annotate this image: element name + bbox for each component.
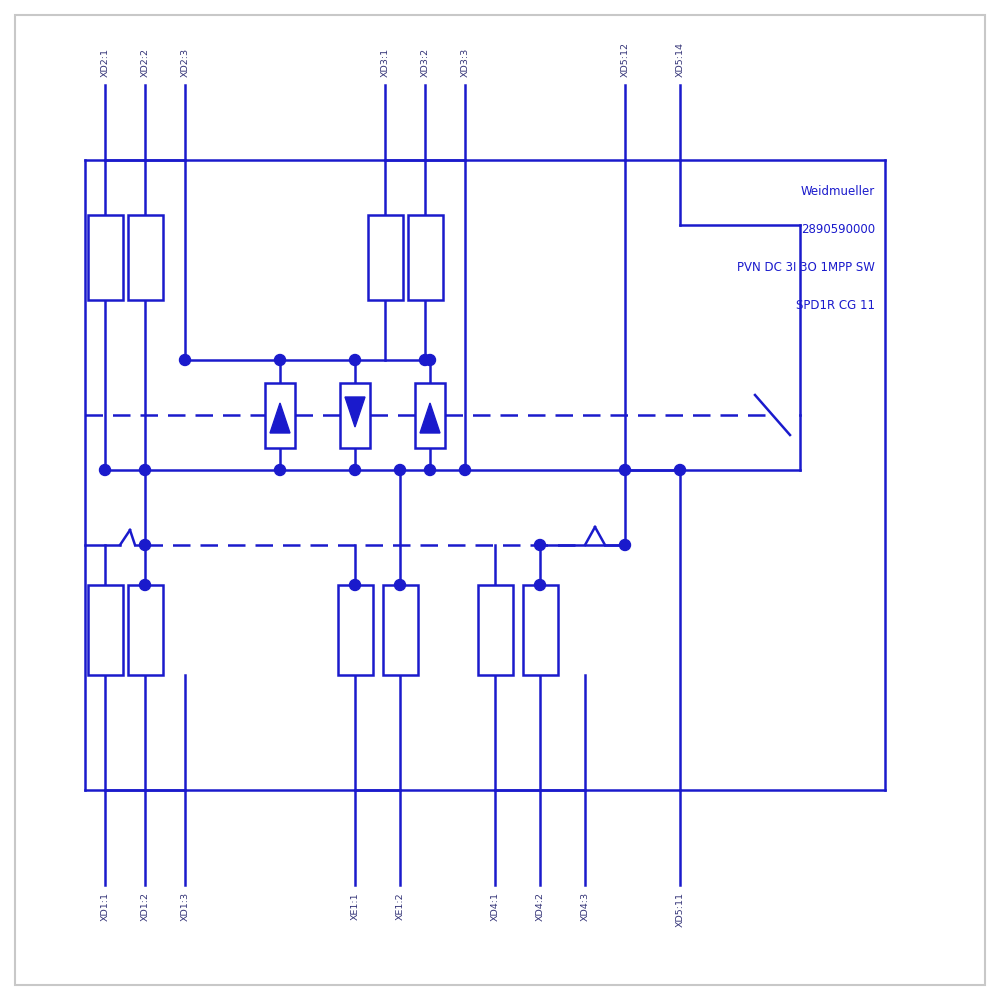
Text: XD1:3: XD1:3 <box>180 892 190 921</box>
Circle shape <box>674 464 686 476</box>
Bar <box>478 585 512 675</box>
Circle shape <box>140 580 150 590</box>
Circle shape <box>534 540 546 550</box>
Circle shape <box>620 464 631 476</box>
Bar <box>128 215 162 300</box>
Bar <box>88 215 122 300</box>
Text: XD4:1: XD4:1 <box>490 892 500 921</box>
Circle shape <box>420 355 430 365</box>
Circle shape <box>460 464 471 476</box>
Text: XD5:12: XD5:12 <box>620 42 630 77</box>
Circle shape <box>350 580 360 590</box>
Circle shape <box>140 540 150 550</box>
Polygon shape <box>420 403 440 433</box>
Circle shape <box>274 464 286 476</box>
Text: 2890590000: 2890590000 <box>801 223 875 236</box>
Text: XD2:2: XD2:2 <box>140 48 150 77</box>
Text: XE1:2: XE1:2 <box>396 892 404 920</box>
Text: XD5:14: XD5:14 <box>676 42 684 77</box>
Bar <box>338 585 372 675</box>
Circle shape <box>424 464 436 476</box>
Text: XD4:3: XD4:3 <box>580 892 590 921</box>
Text: XD2:1: XD2:1 <box>100 48 110 77</box>
Bar <box>522 585 558 675</box>
Text: XD5:11: XD5:11 <box>676 892 684 927</box>
Bar <box>368 215 402 300</box>
Circle shape <box>534 580 546 590</box>
Text: XD4:2: XD4:2 <box>536 892 544 921</box>
Circle shape <box>100 464 110 476</box>
Circle shape <box>140 464 150 476</box>
Text: XD3:3: XD3:3 <box>460 48 470 77</box>
Text: XD1:2: XD1:2 <box>140 892 150 921</box>
Polygon shape <box>270 403 290 433</box>
Text: XD1:1: XD1:1 <box>100 892 110 921</box>
Text: XE1:1: XE1:1 <box>351 892 360 920</box>
Text: SPD1R CG 11: SPD1R CG 11 <box>796 299 875 312</box>
Circle shape <box>424 355 436 365</box>
Bar <box>88 585 122 675</box>
Bar <box>265 382 295 448</box>
Circle shape <box>350 464 360 476</box>
Text: XD2:3: XD2:3 <box>180 48 190 77</box>
FancyBboxPatch shape <box>15 15 985 985</box>
Text: Weidmueller: Weidmueller <box>801 185 875 198</box>
Text: XD3:2: XD3:2 <box>420 48 430 77</box>
Circle shape <box>274 355 286 365</box>
Circle shape <box>394 580 406 590</box>
Bar <box>408 215 442 300</box>
Bar <box>128 585 162 675</box>
Text: XD3:1: XD3:1 <box>380 48 390 77</box>
Circle shape <box>620 540 631 550</box>
Bar <box>382 585 418 675</box>
Circle shape <box>394 464 406 476</box>
Text: PVN DC 3I 3O 1MPP SW: PVN DC 3I 3O 1MPP SW <box>737 261 875 274</box>
Bar <box>340 382 370 448</box>
Bar <box>415 382 445 448</box>
Circle shape <box>180 355 190 365</box>
Circle shape <box>350 355 360 365</box>
Polygon shape <box>345 397 365 427</box>
